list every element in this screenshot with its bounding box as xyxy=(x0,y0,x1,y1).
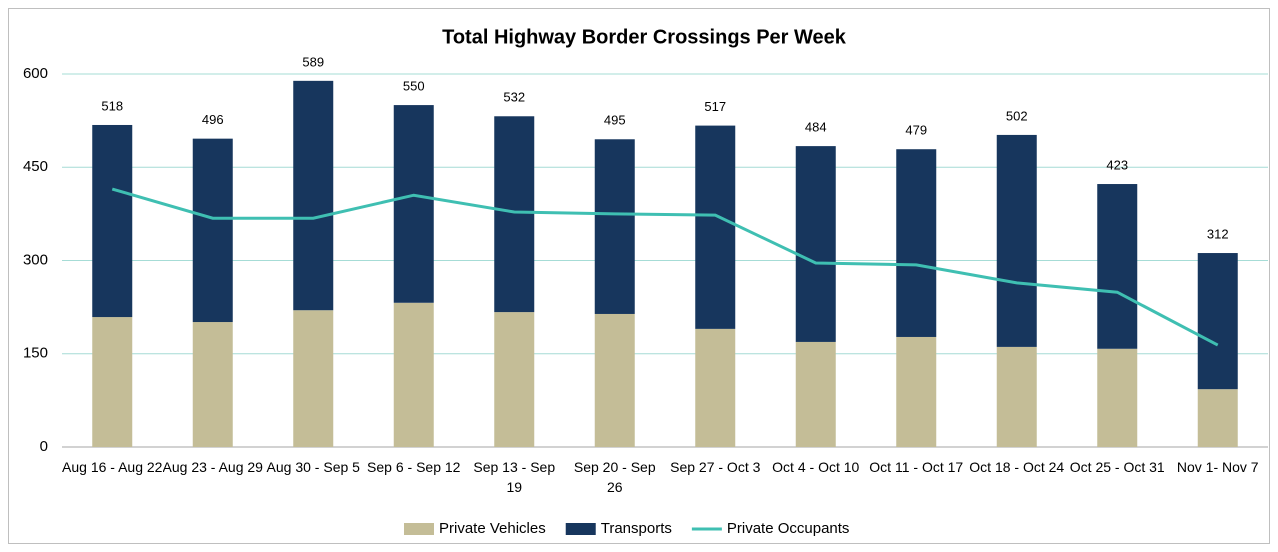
bar xyxy=(1197,389,1238,447)
total-label: 484 xyxy=(805,120,827,135)
x-tick-label-box: Sep 6 - Sep 12 xyxy=(367,459,461,475)
x-tick-label-box: Aug 30 - Sep 5 xyxy=(266,459,360,475)
x-tick-label: Sep 6 - Sep 12 xyxy=(367,459,461,475)
bar xyxy=(695,125,736,329)
legend-label: Private Vehicles xyxy=(439,520,546,537)
bar xyxy=(293,310,334,447)
bar xyxy=(996,134,1037,347)
total-label: 312 xyxy=(1207,226,1229,241)
x-tick-label: Sep 13 - Sep 19 xyxy=(473,459,556,495)
y-tick-label: 300 xyxy=(23,251,48,268)
bar xyxy=(896,336,937,447)
x-tick-label: Oct 25 - Oct 31 xyxy=(1069,459,1165,475)
x-tick-label-box: Aug 23 - Aug 29 xyxy=(162,459,263,475)
bar xyxy=(494,312,535,447)
x-tick-label: Oct 18 - Oct 24 xyxy=(969,459,1065,475)
y-tick-label: 600 xyxy=(23,65,48,82)
bar xyxy=(393,302,434,447)
total-label: 496 xyxy=(202,112,224,127)
bar xyxy=(494,116,535,313)
total-label: 532 xyxy=(503,90,525,105)
bar xyxy=(795,341,836,447)
bar xyxy=(1097,348,1138,447)
total-label: 423 xyxy=(1106,157,1128,172)
bar xyxy=(996,346,1037,447)
x-tick-label: Aug 16 - Aug 22 xyxy=(62,459,163,475)
bar xyxy=(795,146,836,342)
bar xyxy=(393,105,434,303)
legend-swatch xyxy=(565,523,596,535)
total-label: 495 xyxy=(604,113,626,128)
bar xyxy=(92,317,133,447)
y-tick-label: 150 xyxy=(23,345,48,362)
x-tick-label: Sep 27 - Oct 3 xyxy=(670,459,761,475)
x-tick-label: Oct 11 - Oct 17 xyxy=(869,459,964,475)
line xyxy=(111,187,1219,347)
x-tick-label: Aug 23 - Aug 29 xyxy=(162,459,263,475)
bar xyxy=(192,138,233,323)
x-tick-label-box: Nov 1- Nov 7 xyxy=(1176,459,1259,475)
bar xyxy=(1097,184,1138,349)
total-label: 479 xyxy=(905,123,927,138)
x-tick-label: Nov 1- Nov 7 xyxy=(1176,459,1259,475)
x-tick-label-box: Oct 11 - Oct 17 xyxy=(869,459,964,475)
bar xyxy=(1197,253,1238,390)
bar xyxy=(192,322,233,447)
bar xyxy=(594,139,635,314)
total-label: 518 xyxy=(101,98,123,113)
x-tick-label-box: Oct 25 - Oct 31 xyxy=(1069,459,1165,475)
total-label: 517 xyxy=(704,99,726,114)
x-tick-label-box: Oct 4 - Oct 10 xyxy=(772,459,860,475)
bar xyxy=(92,124,133,318)
bar xyxy=(896,149,937,337)
chart-title: Total Highway Border Crossings Per Week xyxy=(442,26,847,48)
legend-label: Private Occupants xyxy=(727,520,850,537)
x-tick-label: Aug 30 - Sep 5 xyxy=(266,459,360,475)
legend-label: Transports xyxy=(601,520,672,537)
x-tick-label-box: Aug 16 - Aug 22 xyxy=(62,459,163,475)
x-tick-label: Sep 20 - Sep 26 xyxy=(573,459,656,495)
y-tick-label: 0 xyxy=(40,438,48,455)
bar xyxy=(594,313,635,447)
x-tick-label-box: Sep 20 - Sep 26 xyxy=(573,459,656,495)
legend-swatch xyxy=(404,523,434,535)
x-tick-label-box: Oct 18 - Oct 24 xyxy=(969,459,1065,475)
total-label: 589 xyxy=(302,54,324,69)
x-tick-label: Oct 4 - Oct 10 xyxy=(772,459,860,475)
x-tick-label-box: Sep 13 - Sep 19 xyxy=(473,459,556,495)
total-label: 550 xyxy=(403,79,425,94)
bar xyxy=(695,328,736,447)
bar xyxy=(293,80,334,311)
y-tick-label: 450 xyxy=(23,158,48,175)
total-label: 502 xyxy=(1006,108,1028,123)
x-tick-label-box: Sep 27 - Oct 3 xyxy=(670,459,761,475)
